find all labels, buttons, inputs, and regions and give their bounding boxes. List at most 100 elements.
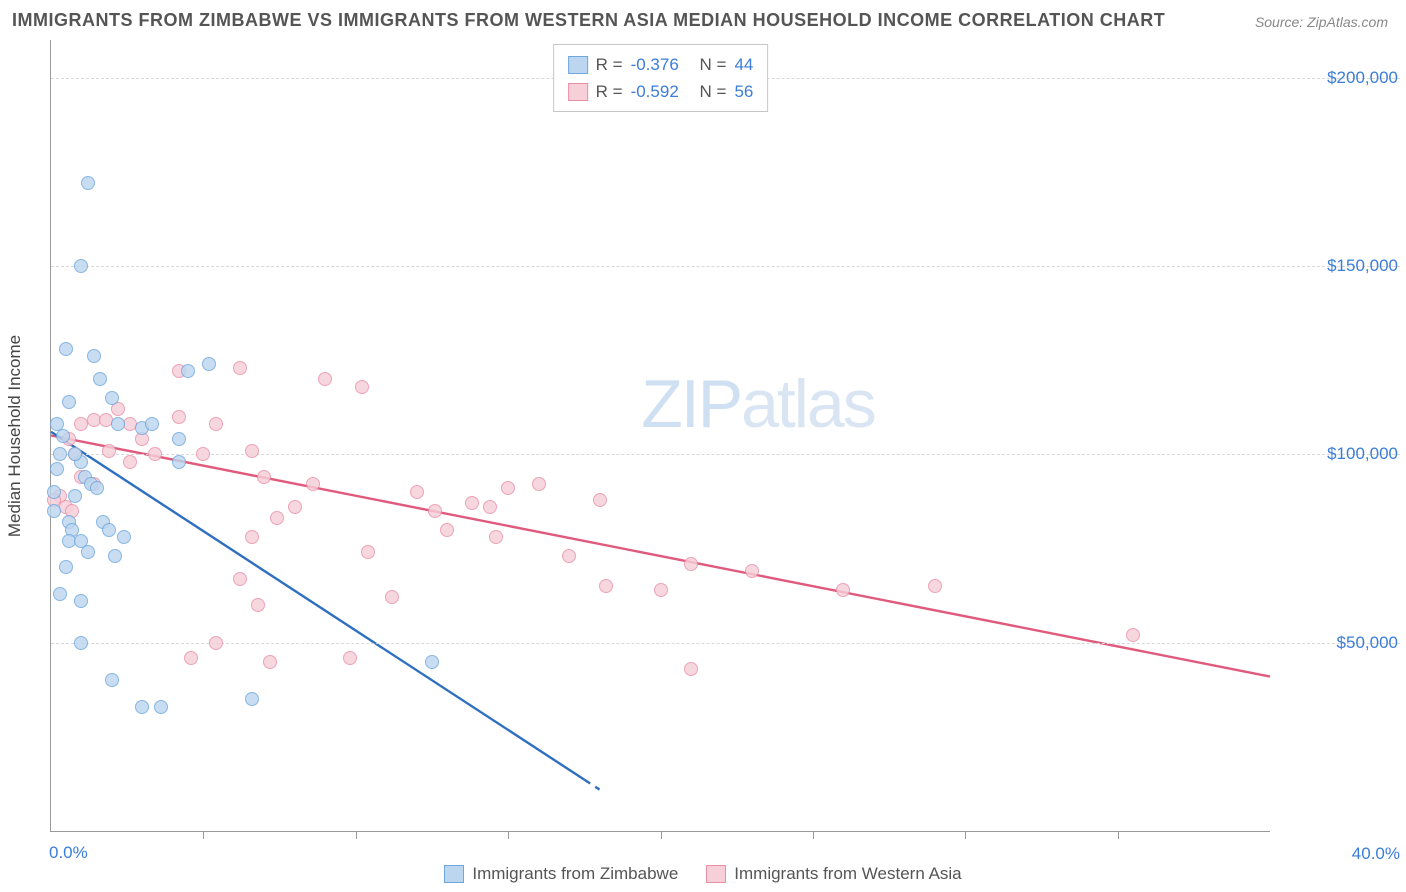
source-attribution: Source: ZipAtlas.com [1255, 14, 1388, 30]
swatch-series-a [444, 865, 464, 883]
data-point-b [102, 444, 116, 458]
gridline-h [51, 266, 1400, 267]
data-point-b [245, 530, 259, 544]
data-point-b [361, 545, 375, 559]
data-point-b [562, 549, 576, 563]
chart-title: IMMIGRANTS FROM ZIMBABWE VS IMMIGRANTS F… [12, 10, 1165, 31]
data-point-a [154, 700, 168, 714]
series-b-label: Immigrants from Western Asia [734, 864, 961, 884]
data-point-b [318, 372, 332, 386]
data-point-b [745, 564, 759, 578]
x-tick [1118, 831, 1119, 839]
swatch-series-b [706, 865, 726, 883]
x-tick [203, 831, 204, 839]
r-value-b: -0.592 [631, 78, 679, 105]
data-point-a [74, 594, 88, 608]
n-value-a: 44 [734, 51, 753, 78]
data-point-a [105, 673, 119, 687]
data-point-b [257, 470, 271, 484]
data-point-b [245, 444, 259, 458]
data-point-a [62, 395, 76, 409]
legend-series: Immigrants from Zimbabwe Immigrants from… [0, 864, 1406, 884]
data-point-b [385, 590, 399, 604]
data-point-b [465, 496, 479, 510]
data-point-b [440, 523, 454, 537]
data-point-b [410, 485, 424, 499]
data-point-b [684, 557, 698, 571]
data-point-a [172, 432, 186, 446]
data-point-b [428, 504, 442, 518]
data-point-b [209, 636, 223, 650]
data-point-a [53, 587, 67, 601]
data-point-a [105, 391, 119, 405]
data-point-a [145, 417, 159, 431]
y-axis-title: Median Household Income [5, 334, 25, 536]
data-point-a [59, 560, 73, 574]
data-point-b [288, 500, 302, 514]
data-point-b [684, 662, 698, 676]
legend-item-a: Immigrants from Zimbabwe [444, 864, 678, 884]
data-point-a [87, 349, 101, 363]
data-point-b [148, 447, 162, 461]
data-point-b [654, 583, 668, 597]
legend-stats-row-a: R = -0.376 N = 44 [568, 51, 754, 78]
data-point-b [501, 481, 515, 495]
n-label: N = [700, 78, 727, 105]
data-point-b [184, 651, 198, 665]
data-point-a [117, 530, 131, 544]
x-axis-max-label: 40.0% [1352, 844, 1400, 864]
data-point-a [102, 523, 116, 537]
y-tick-label: $150,000 [1278, 256, 1398, 276]
x-tick [965, 831, 966, 839]
gridline-h [51, 643, 1400, 644]
data-point-b [263, 655, 277, 669]
legend-item-b: Immigrants from Western Asia [706, 864, 961, 884]
data-point-a [74, 259, 88, 273]
data-point-b [1126, 628, 1140, 642]
data-point-a [53, 447, 67, 461]
series-a-label: Immigrants from Zimbabwe [472, 864, 678, 884]
swatch-series-b [568, 83, 588, 101]
data-point-b [489, 530, 503, 544]
data-point-a [111, 417, 125, 431]
data-point-a [181, 364, 195, 378]
x-tick [813, 831, 814, 839]
y-tick-label: $200,000 [1278, 68, 1398, 88]
x-axis-min-label: 0.0% [49, 843, 88, 863]
data-point-a [68, 447, 82, 461]
y-tick-label: $100,000 [1278, 444, 1398, 464]
data-point-a [74, 636, 88, 650]
data-point-b [532, 477, 546, 491]
n-label: N = [700, 51, 727, 78]
data-point-b [306, 477, 320, 491]
data-point-a [425, 655, 439, 669]
data-point-a [50, 417, 64, 431]
data-point-b [123, 455, 137, 469]
data-point-a [81, 176, 95, 190]
r-value-a: -0.376 [631, 51, 679, 78]
swatch-series-a [568, 56, 588, 74]
data-point-a [108, 549, 122, 563]
legend-stats-row-b: R = -0.592 N = 56 [568, 78, 754, 105]
data-point-a [47, 485, 61, 499]
x-tick [356, 831, 357, 839]
r-label: R = [596, 51, 623, 78]
data-point-a [93, 372, 107, 386]
data-point-b [233, 361, 247, 375]
data-point-b [172, 410, 186, 424]
data-point-a [81, 545, 95, 559]
trend-lines-layer [51, 40, 1270, 831]
legend-stats: R = -0.376 N = 44 R = -0.592 N = 56 [553, 44, 769, 112]
data-point-b [196, 447, 210, 461]
data-point-b [251, 598, 265, 612]
x-tick [508, 831, 509, 839]
data-point-a [245, 692, 259, 706]
data-point-a [135, 700, 149, 714]
data-point-a [47, 504, 61, 518]
data-point-b [355, 380, 369, 394]
n-value-b: 56 [734, 78, 753, 105]
data-point-b [343, 651, 357, 665]
data-point-b [593, 493, 607, 507]
data-point-b [233, 572, 247, 586]
data-point-a [68, 489, 82, 503]
